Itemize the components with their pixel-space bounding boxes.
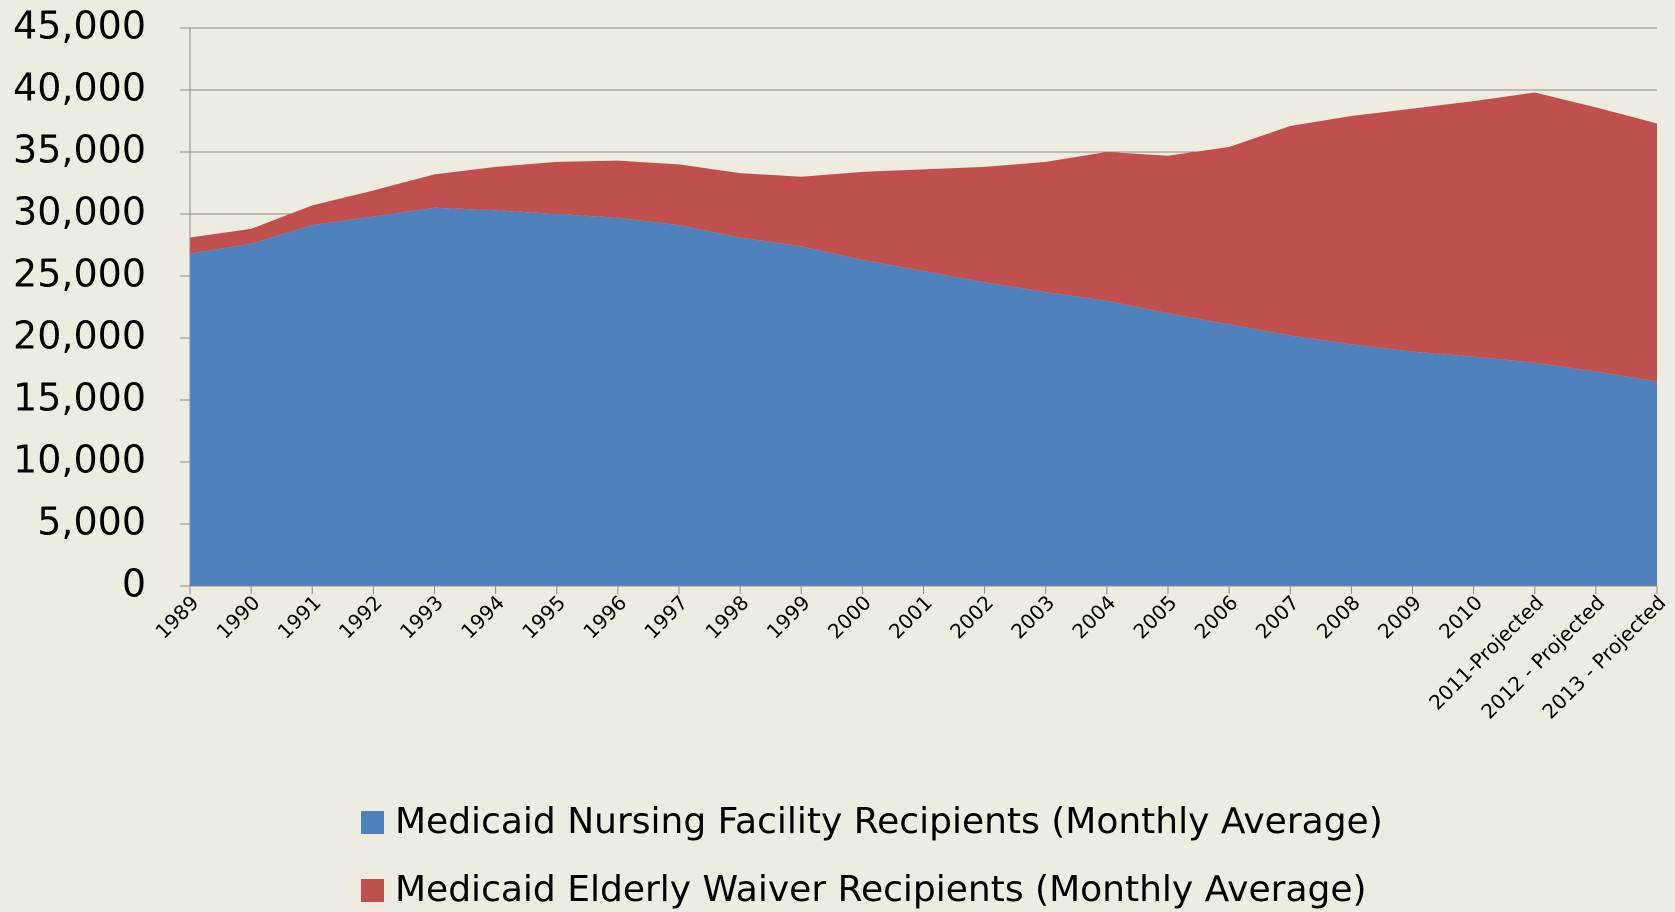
y-tick-label: 15,000 xyxy=(13,376,146,420)
y-tick-label: 30,000 xyxy=(13,190,146,234)
x-tick-label: 2003 xyxy=(1006,590,1059,643)
x-tick-label: 1992 xyxy=(334,590,387,643)
x-tick-label: 1994 xyxy=(456,590,509,643)
x-tick-label: 1990 xyxy=(212,590,265,643)
y-tick-label: 0 xyxy=(122,562,146,606)
y-tick-label: 40,000 xyxy=(13,66,146,110)
x-tick-label: 1996 xyxy=(578,590,631,643)
area xyxy=(190,207,1657,587)
legend-label: Medicaid Elderly Waiver Recipients (Mont… xyxy=(395,869,1367,910)
y-tick-label: 20,000 xyxy=(13,314,146,358)
x-tick-label: 2006 xyxy=(1190,590,1243,643)
x-tick-label: 2002 xyxy=(945,590,998,643)
legend-swatch xyxy=(361,879,384,902)
y-tick-label: 25,000 xyxy=(13,252,146,296)
legend-label: Medicaid Nursing Facility Recipients (Mo… xyxy=(395,801,1383,842)
x-tick-label: 2001 xyxy=(884,590,937,643)
x-tick-label: 2000 xyxy=(823,590,876,643)
x-tick-label: 1999 xyxy=(762,590,815,643)
x-tick-label: 2010 xyxy=(1434,590,1487,643)
x-tick-label: 1991 xyxy=(273,590,326,643)
y-tick-label: 45,000 xyxy=(13,4,146,48)
x-tick-label: 1997 xyxy=(639,590,692,643)
y-tick-label: 10,000 xyxy=(13,438,146,482)
x-tick-label: 1995 xyxy=(517,590,570,643)
y-tick-label: 5,000 xyxy=(37,500,146,544)
y-tick-label: 35,000 xyxy=(13,128,146,172)
area xyxy=(190,92,1657,382)
x-tick-label: 1993 xyxy=(395,590,448,643)
x-tick-label: 1998 xyxy=(701,590,754,643)
x-tick-label: 2005 xyxy=(1128,590,1181,643)
x-tick-label: 2004 xyxy=(1067,590,1120,643)
x-tick-label: 1989 xyxy=(150,590,203,643)
x-tick-label: 2008 xyxy=(1312,590,1365,643)
x-tick-label: 2009 xyxy=(1373,590,1426,643)
x-tick-label: 2007 xyxy=(1251,590,1304,643)
legend-swatch xyxy=(361,811,384,834)
